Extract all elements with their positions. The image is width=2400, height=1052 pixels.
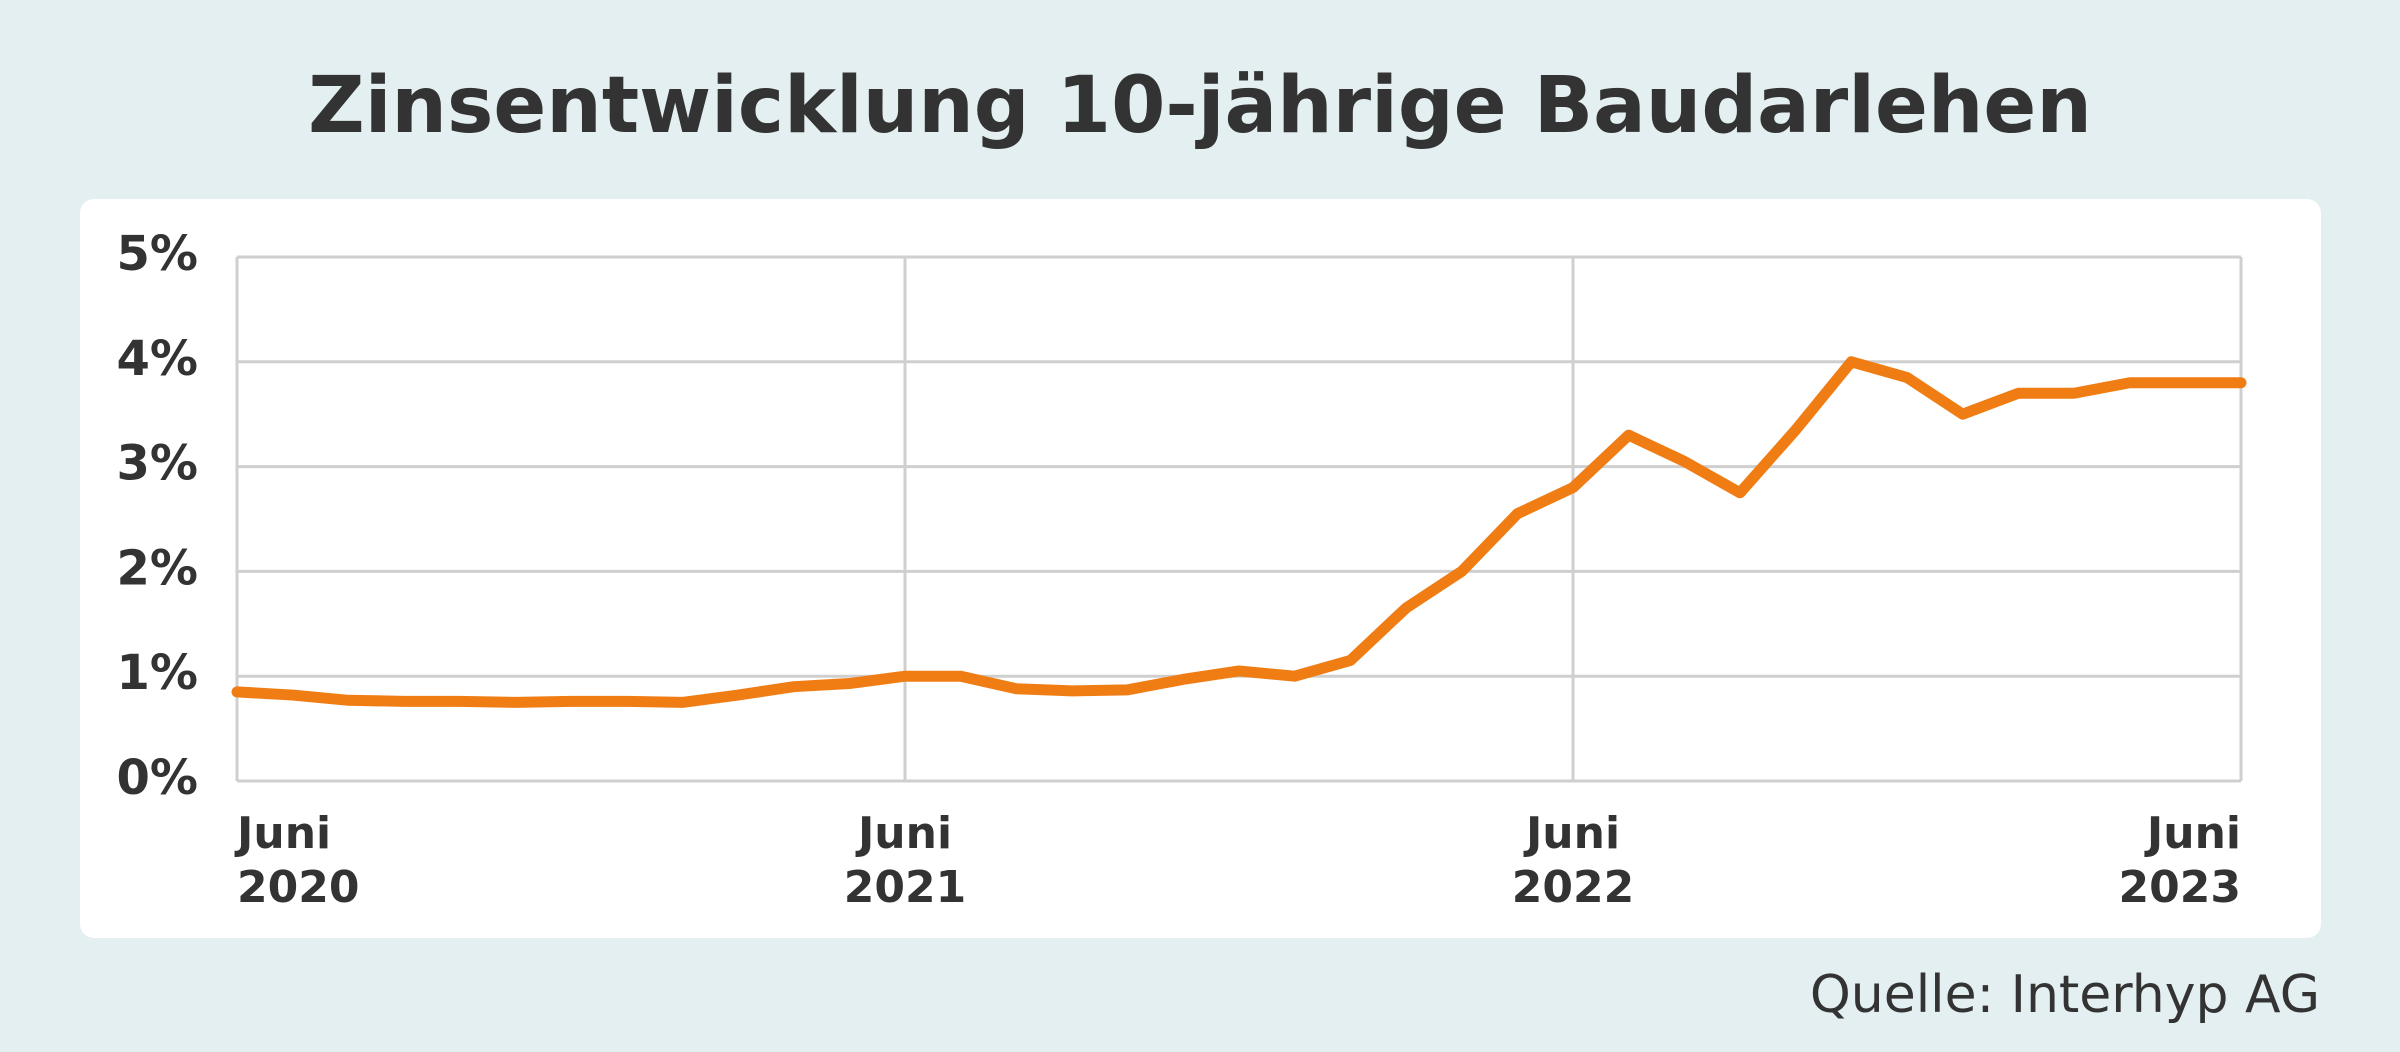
x-tick-label: Juni 2021 (844, 808, 966, 913)
source: Quelle: Interhyp AG (1810, 965, 2320, 1025)
y-tick-label: 1% (117, 645, 199, 701)
x-tick-label: Juni 2023 (2119, 808, 2241, 913)
x-tick-label: Juni 2020 (234, 808, 359, 913)
chart-title: Zinsentwicklung 10-jährige Baudarlehen (308, 61, 2092, 151)
data-line (231, 356, 2247, 708)
card (80, 199, 2321, 938)
y-tick-label: 3% (117, 436, 199, 492)
y-tick-label: 5% (117, 226, 199, 282)
y-tick-label: 0% (117, 750, 199, 806)
x-tick-label: Juni 2022 (1512, 808, 1634, 913)
y-tick-label: 2% (117, 540, 199, 596)
y-tick-label: 4% (117, 331, 199, 387)
